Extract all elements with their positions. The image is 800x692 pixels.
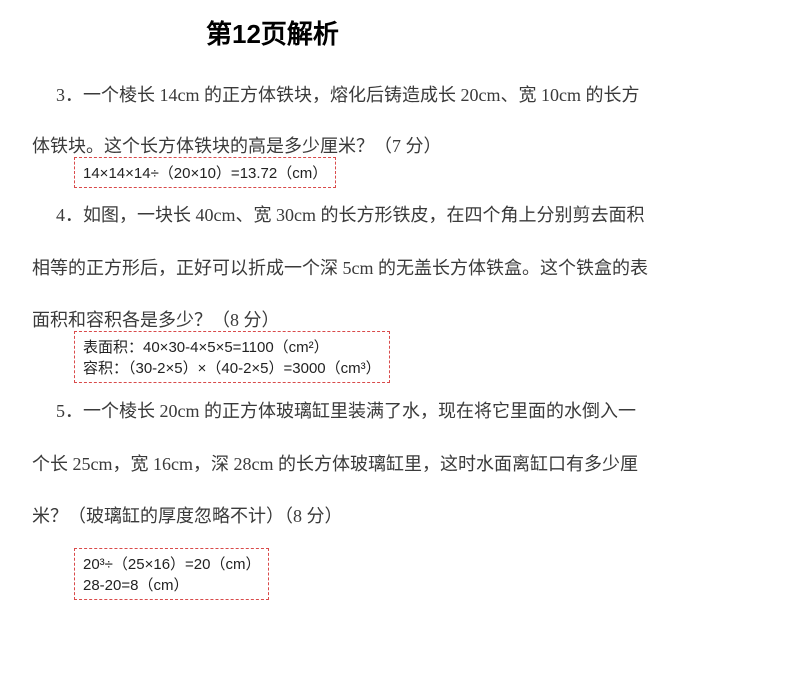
problem-4-answer: 表面积：40×30-4×5×5=1100（cm²） 容积：（30-2×5）×（4… <box>74 331 390 383</box>
page-title: 第12页解析 <box>206 14 339 51</box>
problem-5-answer-line-2: 28-20=8（cm） <box>83 574 260 595</box>
problem-4-answer-line-2: 容积：（30-2×5）×（40-2×5）=3000（cm³） <box>83 357 381 378</box>
problem-5-answer: 20³÷（25×16）=20（cm） 28-20=8（cm） <box>74 548 269 600</box>
problem-3-line-2: 体铁块。这个长方体铁块的高是多少厘米？（7 分） <box>32 133 442 160</box>
problem-5-line-2: 个长 25cm，宽 16cm，深 28cm 的长方体玻璃缸里，这时水面离缸口有多… <box>32 451 638 478</box>
problem-3-answer: 14×14×14÷（20×10）=13.72（cm） <box>74 157 336 188</box>
problem-4-line-3: 面积和容积各是多少？（8 分） <box>32 307 280 334</box>
problem-5-line-1: 5．一个棱长 20cm 的正方体玻璃缸里装满了水，现在将它里面的水倒入一 <box>56 398 636 425</box>
problem-4-line-2: 相等的正方形后，正好可以折成一个深 5cm 的无盖长方体铁盒。这个铁盒的表 <box>32 255 648 282</box>
problem-3-answer-line-1: 14×14×14÷（20×10）=13.72（cm） <box>83 162 327 183</box>
problem-4-line-1: 4．如图，一块长 40cm、宽 30cm 的长方形铁皮，在四个角上分别剪去面积 <box>56 202 644 229</box>
problem-5-line-3: 米？（玻璃缸的厚度忽略不计）（8 分） <box>32 503 343 530</box>
problem-3-line-1: 3．一个棱长 14cm 的正方体铁块，熔化后铸造成长 20cm、宽 10cm 的… <box>56 82 639 109</box>
problem-5-answer-line-1: 20³÷（25×16）=20（cm） <box>83 553 260 574</box>
problem-4-answer-line-1: 表面积：40×30-4×5×5=1100（cm²） <box>83 336 381 357</box>
